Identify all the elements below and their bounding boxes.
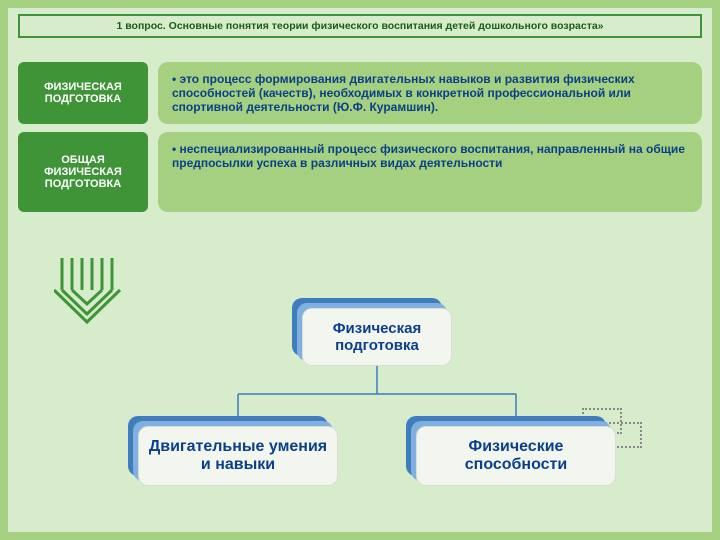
term-label-0: ФИЗИЧЕСКАЯ ПОДГОТОВКА (18, 62, 148, 124)
hierarchy-root-label: Физическая подготовка (307, 320, 447, 354)
page-outer: 1 вопрос. Основные понятия теории физиче… (0, 0, 720, 540)
title-text: 1 вопрос. Основные понятия теории физиче… (116, 20, 603, 32)
hierarchy-root-node: Физическая подготовка (302, 308, 452, 366)
hierarchy-chart: Физическая подготовка Двигательные умени… (8, 308, 712, 528)
hierarchy-child-node-1: Физические способности (416, 426, 616, 486)
term-def-0: • это процесс формирования двигательных … (158, 62, 702, 124)
term-row-1: ОБЩАЯ ФИЗИЧЕСКАЯ ПОДГОТОВКА • неспециали… (18, 132, 702, 212)
page-inner: 1 вопрос. Основные понятия теории физиче… (8, 8, 712, 532)
hierarchy-child-label-0: Двигательные умения и навыки (143, 438, 333, 474)
hierarchy-child-node-0: Двигательные умения и навыки (138, 426, 338, 486)
term-label-1: ОБЩАЯ ФИЗИЧЕСКАЯ ПОДГОТОВКА (18, 132, 148, 212)
title-bar: 1 вопрос. Основные понятия теории физиче… (18, 14, 702, 38)
term-def-1: • неспециализированный процесс физическо… (158, 132, 702, 212)
hierarchy-child-label-1: Физические способности (421, 438, 611, 474)
term-row-0: ФИЗИЧЕСКАЯ ПОДГОТОВКА • это процесс форм… (18, 62, 702, 124)
